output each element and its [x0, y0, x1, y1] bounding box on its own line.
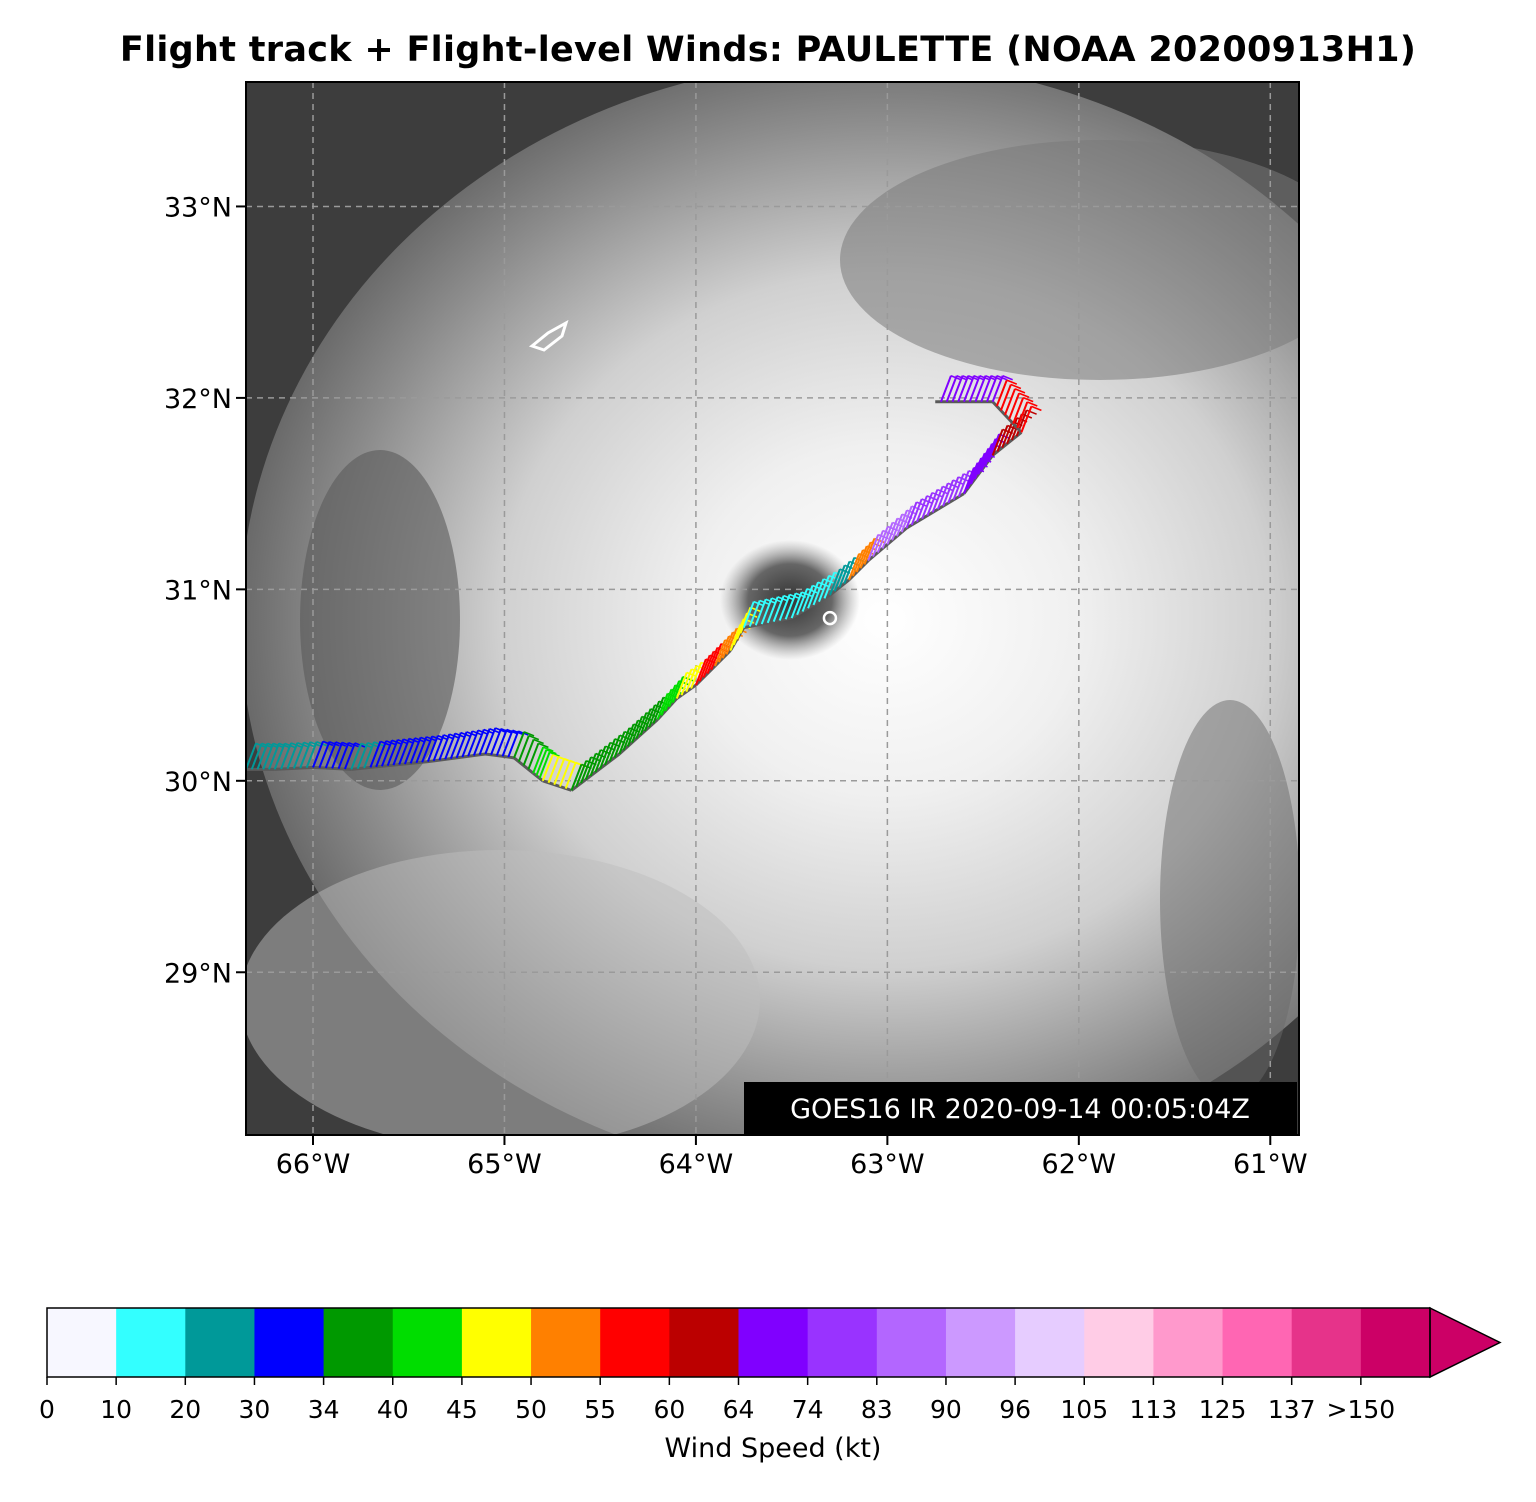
colorbar-tick-label-11: 74	[792, 1395, 824, 1424]
wind-barbs-8	[532, 746, 560, 779]
colorbar-swatch-11	[807, 1308, 878, 1377]
wind-barbs-2	[312, 740, 366, 770]
wind-barbs-25	[995, 379, 1042, 433]
colorbar-swatch-18	[1291, 1308, 1362, 1377]
colorbar-tick-label-0: 0	[39, 1395, 55, 1424]
timestamp-box	[744, 1082, 1297, 1134]
storm-center-marker	[822, 610, 838, 626]
colorbar-swatch-15	[1084, 1308, 1154, 1377]
colorbar-swatch-0	[47, 1308, 117, 1377]
colorbar-swatch-10	[738, 1308, 809, 1377]
timestamp-label: GOES16 IR 2020-09-14 00:05:04Z	[790, 1094, 1250, 1125]
wind-barbs-10	[570, 730, 635, 791]
lon-tick-label-5: 61°W	[1233, 1149, 1308, 1180]
colorbar-tick-label-5: 40	[377, 1395, 409, 1424]
colorbar-tick-label-7: 50	[515, 1395, 547, 1424]
wind-barbs-0	[246, 742, 290, 770]
latitude-axis: 33°N 32°N 31°N 30°N 29°N	[164, 192, 246, 989]
wind-barbs-16	[729, 606, 761, 651]
lat-tick-label-3: 30°N	[164, 767, 232, 798]
track-segment-17	[743, 616, 792, 630]
track-segment-5	[427, 752, 486, 764]
colorbar-swatch-12	[876, 1308, 947, 1377]
colorbar-swatch-16	[1153, 1308, 1224, 1377]
colorbar-swatch-9	[669, 1308, 739, 1377]
track-segment-3	[351, 765, 371, 771]
longitude-axis: 66°W 65°W 64°W 63°W 62°W 61°W	[276, 1135, 1308, 1180]
colorbar-tick-label-1: 10	[100, 1395, 132, 1424]
colorbar-swatch-5	[392, 1308, 463, 1377]
wind-barbs-9	[541, 754, 587, 789]
lon-tick-label-3: 63°W	[850, 1149, 925, 1180]
colorbar-tick-label-18: 137	[1268, 1395, 1316, 1424]
lat-tick-label-0: 33°N	[164, 192, 232, 223]
colorbar-tick-label-6: 45	[446, 1395, 478, 1424]
track-segment-9	[542, 779, 572, 792]
colorbar-extend-arrow	[1429, 1306, 1502, 1379]
white-track-segment	[528, 319, 569, 352]
wind-barbs-17	[742, 592, 806, 629]
colorbar-tick-label-15: 105	[1060, 1395, 1108, 1424]
lon-tick-label-1: 65°W	[467, 1149, 542, 1180]
wind-barbs-26	[940, 374, 1013, 403]
lon-tick-label-0: 66°W	[276, 1149, 351, 1180]
lat-tick-label-4: 29°N	[164, 958, 232, 989]
colorbar-swatch-7	[531, 1308, 601, 1377]
chart-title: Flight track + Flight-level Winds: PAULE…	[119, 30, 1417, 70]
colorbar-tick-label-17: 125	[1199, 1395, 1247, 1424]
colorbar-swatch-1	[116, 1308, 186, 1377]
colorbar-tick-label-14: 96	[999, 1395, 1031, 1424]
satellite-image	[246, 82, 1299, 1135]
lon-tick-label-4: 62°W	[1042, 1149, 1117, 1180]
colorbar-label: Wind Speed (kt)	[665, 1433, 882, 1464]
track-segment-11	[618, 718, 659, 756]
colorbar-tick-label-10: 64	[723, 1395, 755, 1424]
colorbar-swatch-14	[1015, 1308, 1085, 1377]
colorbar-tick-label-12: 83	[861, 1395, 893, 1424]
wind-barbs-3	[350, 741, 385, 770]
colorbar-swatch-4	[323, 1308, 394, 1377]
colorbar-swatch-6	[461, 1308, 532, 1377]
colorbar-tick-label-2: 20	[169, 1395, 201, 1424]
wind-barbs-4	[369, 735, 443, 768]
track-segment-8	[532, 771, 544, 782]
lat-tick-label-1: 32°N	[164, 384, 232, 415]
lat-tick-label-2: 31°N	[164, 575, 232, 606]
wind-barbs-14	[694, 643, 732, 686]
wind-barbs-15	[714, 627, 747, 667]
map-frame	[245, 81, 1300, 1136]
colorbar-tick-label-19: >150	[1327, 1395, 1396, 1424]
colorbar-tick-label-13: 90	[930, 1395, 962, 1424]
colorbar-swatch-13	[945, 1308, 1016, 1377]
flight-track	[246, 374, 1042, 792]
colorbar-tick-label-4: 34	[308, 1395, 340, 1424]
colorbar-swatch-17	[1222, 1308, 1293, 1377]
colorbar-swatch-3	[254, 1308, 325, 1377]
colorbar-swatch-19	[1360, 1308, 1431, 1377]
wind-barbs-7	[513, 731, 549, 770]
colorbar-swatch-8	[600, 1308, 670, 1377]
colorbar: 0 10 20 30 34 40 45 50 55 60 64 74 83 90 96 105 113 125 13…	[39, 1306, 1502, 1424]
wind-barbs-1	[273, 740, 327, 770]
colorbar-swatch-2	[185, 1308, 255, 1377]
colorbar-tick-label-16: 113	[1130, 1395, 1178, 1424]
wind-barbs-13	[675, 661, 712, 699]
colorbar-tick-label-8: 55	[584, 1395, 616, 1424]
wind-barbs-18	[790, 571, 845, 619]
colorbar-tick-label-9: 60	[653, 1395, 685, 1424]
wind-barbs-6	[484, 727, 529, 758]
colorbar-tick-label-3: 30	[239, 1395, 271, 1424]
lon-tick-label-2: 64°W	[659, 1149, 734, 1180]
